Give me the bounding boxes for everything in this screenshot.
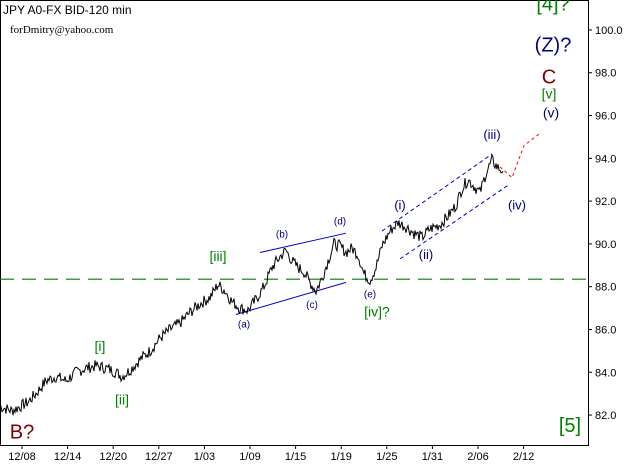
wave-label: (e) (364, 289, 376, 300)
y-tick-label: 82.0 (595, 410, 616, 422)
wave-label: [iv]? (364, 304, 390, 320)
channel-upper-line (381, 153, 493, 232)
wave-label: (iii) (483, 127, 500, 142)
wave-label: (i) (394, 198, 406, 213)
wave-label: [i] (95, 338, 106, 354)
x-tick-label: 1/03 (194, 451, 215, 463)
projection-line (499, 132, 542, 179)
x-tick-label: 1/09 (239, 451, 260, 463)
x-tick-label: 1/19 (330, 451, 351, 463)
y-tick-label: 100.0 (595, 25, 623, 37)
wave-label: B? (10, 422, 34, 444)
y-axis: 82.0 84.0 86.0 88.0 90.0 92.0 94.0 96.0 98.0 100.… (588, 25, 623, 422)
x-axis: 12/08 12/14 12/20 12/27 1/03 1/09 1/15 1/19 1/25… (8, 445, 534, 463)
chart-title: JPY A0-FX BID-120 min (3, 3, 132, 17)
price-line (0, 153, 504, 416)
wave-label: (iv) (508, 198, 526, 213)
plot-frame (0, 0, 589, 446)
y-tick-label: 90.0 (595, 239, 616, 251)
y-tick-label: 88.0 (595, 282, 616, 294)
y-tick-label: 84.0 (595, 367, 616, 379)
x-tick-label: 1/31 (422, 451, 443, 463)
wave-label: (d) (334, 217, 346, 228)
y-tick-label: 92.0 (595, 196, 616, 208)
wave-label: [5] (559, 415, 581, 437)
y-tick-label: 86.0 (595, 324, 616, 336)
triangle-lower-line (235, 281, 347, 315)
x-tick-label: 12/27 (145, 451, 173, 463)
wave-label: (ii) (419, 247, 433, 262)
x-tick-label: 2/06 (467, 451, 488, 463)
author-email: forDmitry@yahoo.com (10, 24, 114, 36)
x-tick-label: 12/08 (8, 451, 36, 463)
wave-label: (b) (276, 229, 288, 240)
y-tick-label: 94.0 (595, 153, 616, 165)
channel-lines (235, 153, 511, 315)
price-series (0, 153, 504, 416)
wave-label: [v] (542, 85, 557, 101)
x-tick-label: 12/14 (54, 451, 82, 463)
wave-label: (c) (306, 300, 318, 311)
y-tick-label: 98.0 (595, 68, 616, 80)
channel-lower-line (399, 183, 511, 260)
wave-labels: [4]? (Z)? C[v] (v) (iii) (iv) (i) (ii) (d) (b) (c)… (10, 0, 581, 444)
wave-label: (v) (543, 105, 559, 121)
x-tick-label: 2/12 (513, 451, 534, 463)
wave-label: C (542, 66, 556, 88)
wave-label: [4]? (536, 0, 569, 16)
wave-label: [iii] (209, 248, 226, 264)
x-tick-label: 1/15 (285, 451, 306, 463)
x-tick-label: 12/20 (99, 451, 127, 463)
triangle-upper-line (259, 232, 347, 253)
wave-label: [ii] (115, 391, 129, 407)
wave-label: (Z)? (535, 34, 572, 56)
x-tick-label: 1/25 (376, 451, 397, 463)
y-tick-label: 96.0 (595, 111, 616, 123)
wave-label: (a) (238, 319, 250, 330)
projection-path (499, 132, 542, 179)
